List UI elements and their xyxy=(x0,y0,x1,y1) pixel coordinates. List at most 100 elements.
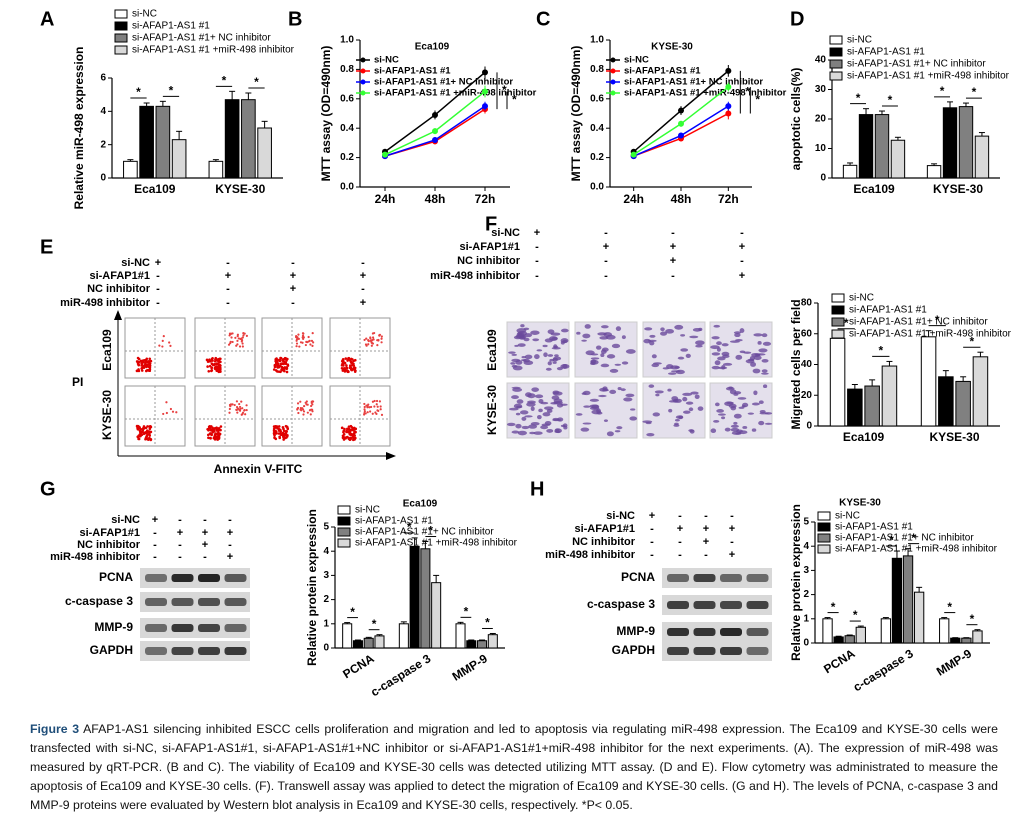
bar xyxy=(972,356,989,427)
legend-swatch xyxy=(337,516,351,526)
blot-band xyxy=(145,647,167,655)
flow-dot xyxy=(169,407,173,411)
flow-dot xyxy=(235,400,239,403)
flow-dot xyxy=(376,405,379,408)
condition-sign: + xyxy=(534,227,540,239)
cell xyxy=(508,407,519,411)
flow-dot xyxy=(306,403,309,406)
legend-swatch xyxy=(114,21,128,31)
condition-sign: - xyxy=(156,270,160,282)
y-axis-label: Migrated cells per field xyxy=(789,299,803,429)
blot-strip xyxy=(662,568,772,588)
cell xyxy=(698,327,703,332)
condition-label: si-NC xyxy=(121,257,150,269)
x-tick-label: 72h xyxy=(718,192,739,206)
point xyxy=(482,69,488,76)
y-tick-label: 20 xyxy=(815,114,827,125)
legend-label: si-AFAP1-AS1 #1+ NC inhibitor xyxy=(835,533,974,544)
cell xyxy=(540,425,549,430)
flow-dot xyxy=(297,411,300,415)
flow-dot xyxy=(148,357,152,361)
flow-dot xyxy=(346,369,350,373)
condition-sign: - xyxy=(226,297,230,309)
sig-label: * xyxy=(254,75,259,89)
blot-band xyxy=(720,601,742,609)
condition-label: miR-498 inhibitor xyxy=(60,297,151,309)
flow-dot xyxy=(369,410,372,413)
cell xyxy=(511,430,520,434)
flow-dot xyxy=(342,433,346,436)
legend-label: si-AFAP1-AS1 #1 xyxy=(374,66,451,77)
condition-sign: - xyxy=(671,227,675,239)
condition-sign: + xyxy=(227,527,233,539)
flow-dot xyxy=(352,359,355,363)
y-tick-label: 0.6 xyxy=(590,93,604,104)
legend-swatch xyxy=(337,538,351,548)
flow-dot xyxy=(161,339,164,343)
flow-dot xyxy=(148,362,152,365)
y-tick-label: 0.0 xyxy=(590,182,604,193)
y-tick-label: 0.6 xyxy=(340,93,354,104)
cell xyxy=(652,412,661,417)
flow-dot xyxy=(275,360,278,364)
bar xyxy=(208,160,224,179)
bar xyxy=(363,637,374,649)
cell xyxy=(600,353,605,358)
condition-sign: + xyxy=(177,527,183,539)
cell xyxy=(674,398,682,403)
x-tick-label: MMP-9 xyxy=(934,646,974,679)
legend-label: si-AFAP1-AS1 #1 +miR-498 inhibitor xyxy=(849,329,1012,340)
condition-sign: + xyxy=(227,551,233,563)
y-tick-label: 1 xyxy=(323,618,329,629)
flow-dot xyxy=(345,429,348,433)
flow-dot xyxy=(285,366,289,370)
flow-dot xyxy=(139,433,143,437)
cell xyxy=(582,390,591,396)
flow-dot xyxy=(233,403,236,407)
cell xyxy=(590,357,600,360)
cell xyxy=(716,409,724,413)
x-tick-label: Eca109 xyxy=(853,182,895,196)
legend-label: si-NC xyxy=(132,9,157,20)
flow-dot xyxy=(207,436,210,440)
bar xyxy=(972,630,983,644)
flow-dot xyxy=(272,368,276,371)
legend-label: si-AFAP1-AS1 #1 xyxy=(624,66,701,77)
legend-swatch xyxy=(114,9,128,19)
bar xyxy=(902,555,914,644)
flow-dot xyxy=(169,344,172,348)
flow-dot xyxy=(365,404,368,407)
y-axis-label: MTT assay (OD=490nm) xyxy=(319,46,333,182)
cell xyxy=(654,390,664,394)
cell xyxy=(515,412,521,416)
blot-band xyxy=(667,647,689,655)
cell xyxy=(730,405,737,411)
bar xyxy=(455,623,466,649)
cell xyxy=(615,326,622,332)
y-tick-label: 30 xyxy=(815,84,827,95)
legend-label: si-AFAP1-AS1 #1 +miR-498 inhibitor xyxy=(624,88,787,99)
flow-dot xyxy=(351,435,355,439)
flow-dot xyxy=(214,435,218,438)
sig-label: * xyxy=(464,605,469,619)
blot-band xyxy=(720,647,742,655)
flow-dot xyxy=(217,362,220,366)
bar xyxy=(939,618,950,644)
blot-band xyxy=(145,574,167,582)
flow-dot xyxy=(245,408,248,412)
cell xyxy=(520,359,527,362)
condition-sign: - xyxy=(650,536,654,548)
bar xyxy=(487,634,498,649)
cell xyxy=(665,328,675,334)
cell xyxy=(764,412,773,415)
condition-sign: - xyxy=(361,257,365,269)
flow-dot xyxy=(240,400,243,403)
flow-dot xyxy=(366,411,369,414)
cell xyxy=(752,368,761,374)
flow-dot xyxy=(364,412,367,415)
flow-dot xyxy=(370,405,373,409)
flow-dot xyxy=(207,425,211,429)
flow-dot xyxy=(137,363,140,367)
cell xyxy=(753,390,758,396)
flow-dot xyxy=(353,366,357,370)
